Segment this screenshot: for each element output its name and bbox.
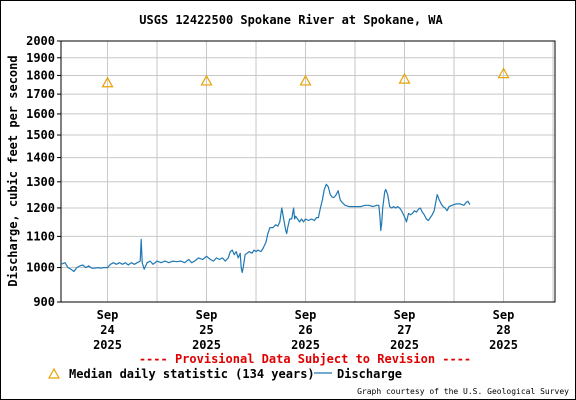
legend-median-triangle-icon <box>47 367 61 379</box>
y-tick-label: 1300 <box>26 175 55 189</box>
y-tick-label: 1100 <box>26 229 55 243</box>
x-tick-year: 2025 <box>390 338 419 352</box>
median-point-triangle <box>497 67 510 79</box>
y-tick-label: 1900 <box>26 51 55 65</box>
y-tick-label: 1000 <box>26 261 55 275</box>
x-tick-year: 2025 <box>489 338 518 352</box>
plot-area-border <box>60 40 556 303</box>
x-tick-month: Sep <box>97 308 119 322</box>
legend: Median daily statistic (134 years) Disch… <box>47 367 402 381</box>
x-tick-day: 24 <box>100 323 114 337</box>
y-tick-label: 1200 <box>26 201 55 215</box>
series-layer <box>60 67 510 274</box>
y-axis-label: Discharge, cubic feet per second <box>6 55 20 286</box>
legend-discharge-label: Discharge <box>337 367 402 381</box>
y-tick-label: 1600 <box>26 107 55 121</box>
x-tick-year: 2025 <box>93 338 122 352</box>
x-tick-day: 25 <box>199 323 213 337</box>
y-tick-label: 2000 <box>26 34 55 48</box>
x-tick-day: 26 <box>298 323 312 337</box>
x-tick-month: Sep <box>295 308 317 322</box>
x-tick-day: 28 <box>496 323 510 337</box>
x-tick-month: Sep <box>394 308 416 322</box>
chart-title: USGS 12422500 Spokane River at Spokane, … <box>139 13 443 27</box>
provisional-note: ---- Provisional Data Subject to Revisio… <box>139 352 471 366</box>
x-axis-tick-labels: Sep242025Sep252025Sep262025Sep272025Sep2… <box>93 308 518 352</box>
y-tick-label: 900 <box>33 295 55 309</box>
y-tick-label: 1800 <box>26 68 55 82</box>
y-tick-label: 1700 <box>26 87 55 101</box>
y-tick-label: 1400 <box>26 151 55 165</box>
x-tick-year: 2025 <box>192 338 221 352</box>
y-tick-label: 1500 <box>26 128 55 142</box>
y-axis-tick-labels: 900 1000 1100 1200 1300 1400 1500 1600 1700 1800 1… <box>26 34 61 309</box>
median-point-triangle <box>200 74 213 86</box>
x-tick-year: 2025 <box>291 338 320 352</box>
discharge-series-line <box>60 183 471 274</box>
median-point-triangle <box>398 72 411 84</box>
median-point-triangle <box>101 76 114 88</box>
median-point-triangle <box>299 74 312 86</box>
x-tick-month: Sep <box>196 308 218 322</box>
credit-text: Graph courtesy of the U.S. Geological Su… <box>357 387 569 396</box>
x-tick-month: Sep <box>493 308 515 322</box>
x-tick-day: 27 <box>397 323 411 337</box>
legend-median-label: Median daily statistic (134 years) <box>69 367 315 381</box>
